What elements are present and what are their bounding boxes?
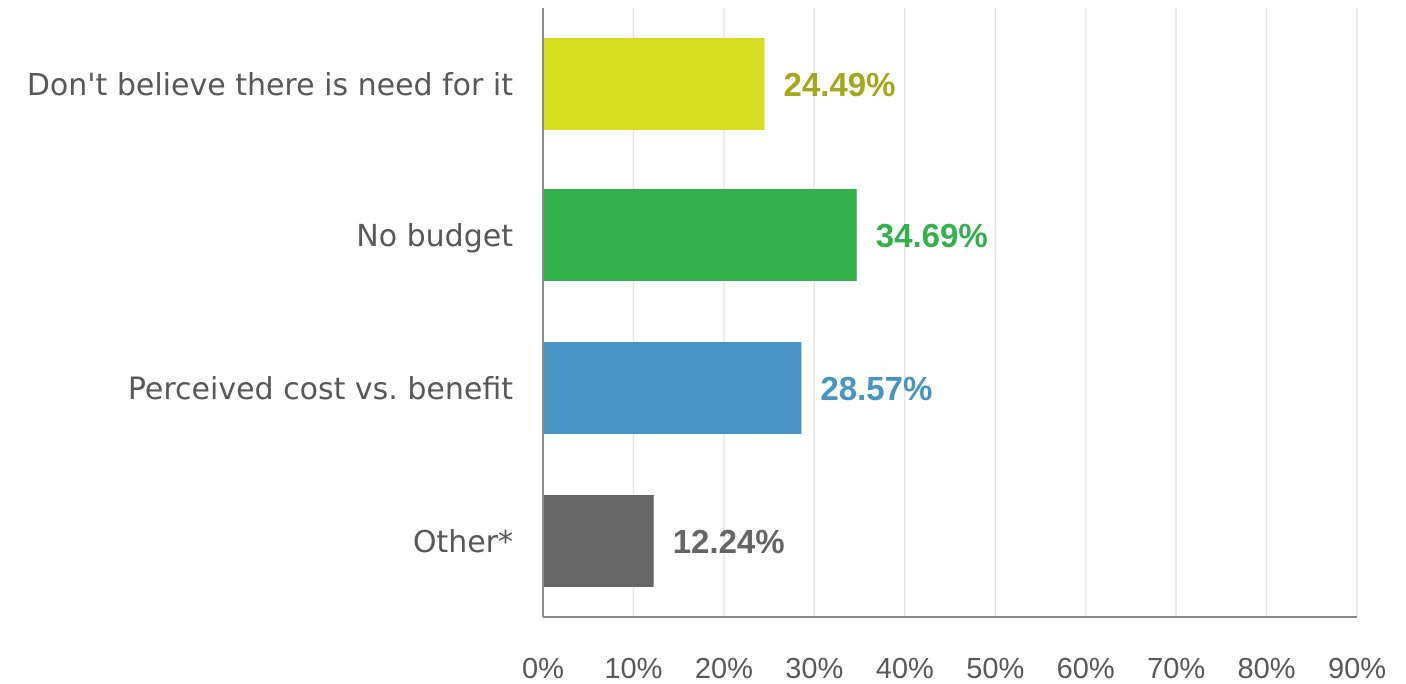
x-tick-label-80: 80%: [1238, 653, 1296, 684]
category-label-1: No budget: [356, 219, 513, 254]
x-tick-label-70: 70%: [1147, 653, 1205, 684]
bar-1: [543, 189, 857, 281]
value-label-2: 28.57%: [820, 370, 932, 407]
x-tick-label-20: 20%: [695, 653, 753, 684]
bar-3: [543, 495, 654, 587]
x-tick-label-30: 30%: [785, 653, 843, 684]
value-label-1: 34.69%: [876, 217, 988, 254]
x-tick-label-0: 0%: [522, 653, 564, 684]
category-label-3: Other*: [413, 525, 513, 560]
labels: Don't believe there is need for it No bud…: [27, 66, 1386, 684]
x-tick-label-90: 90%: [1328, 653, 1386, 684]
bars: [543, 38, 857, 587]
x-tick-label-40: 40%: [876, 653, 934, 684]
axes: [542, 8, 1357, 618]
x-tick-label-60: 60%: [1057, 653, 1115, 684]
category-label-2: Perceived cost vs. benefit: [128, 372, 513, 407]
category-label-0: Don't believe there is need for it: [27, 68, 513, 103]
bar-0: [543, 38, 765, 130]
x-tick-label-10: 10%: [604, 653, 662, 684]
x-tick-label-50: 50%: [966, 653, 1024, 684]
value-label-0: 24.49%: [783, 66, 895, 103]
value-label-3: 12.24%: [673, 523, 785, 560]
bar-2: [543, 342, 802, 434]
